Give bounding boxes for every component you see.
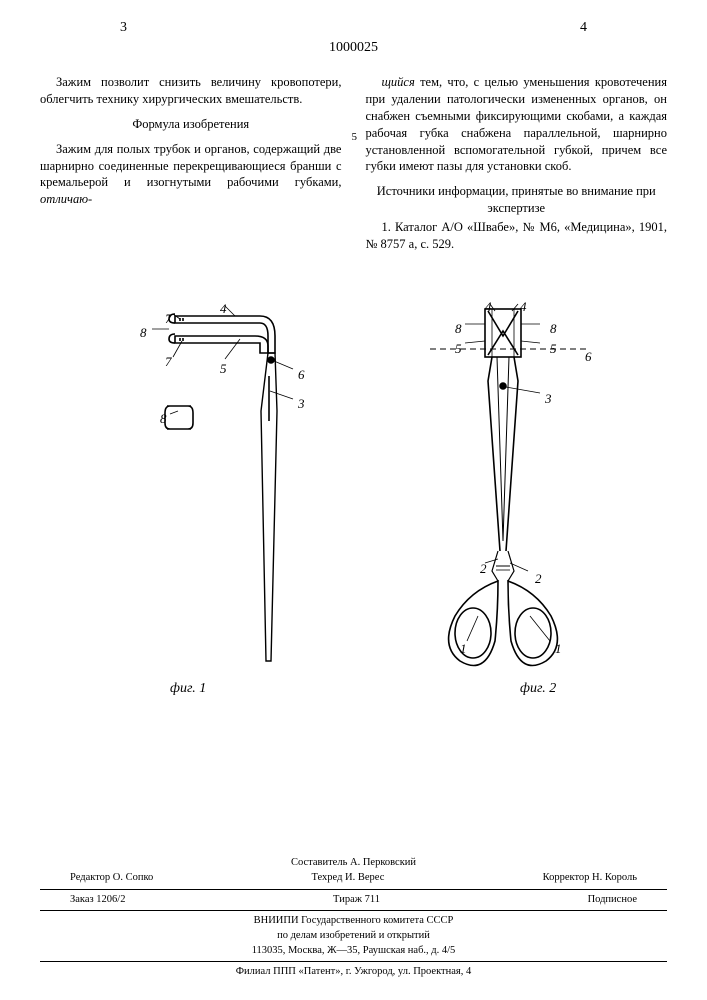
right-para1: щийся тем, что, с целью уменьшения крово… [366,74,668,175]
callout-number: 1 [555,641,562,657]
order: Заказ 1206/2 [70,893,125,908]
subscription: Подписное [588,893,637,908]
doc-number: 1000025 [40,40,667,56]
callout-number: 4 [520,299,527,315]
addr2: Филиал ППП «Патент», г. Ужгород, ул. Про… [40,965,667,980]
callout-number: 8 [455,321,462,337]
callout-number: 7 [165,311,172,327]
editor-name: О. Сопко [113,872,154,883]
callout-number: 3 [545,391,552,407]
order-line: Заказ 1206/2 Тираж 711 Подписное [40,893,667,908]
corrector-name: Н. Король [592,872,637,883]
callout-number: 4 [485,299,492,315]
callout-number: 5 [550,341,557,357]
org1: ВНИИПИ Государственного комитета СССР [40,914,667,929]
claim-text-italic: отличаю- [40,192,92,206]
claim-cont-text: тем, что, с целью уменьшения кровотечени… [366,75,668,173]
right-column: 5 щийся тем, что, с целью уменьшения кро… [366,74,668,261]
footer-hr1 [40,889,667,890]
tirazh-label: Тираж [333,894,362,905]
callout-number: 8 [160,411,167,427]
compiler-line: Составитель А. Перковский [40,856,667,871]
page-right: 4 [580,20,587,36]
corrector: Корректор Н. Король [543,871,637,886]
claims-heading: Формула изобретения [40,116,342,133]
figure-area: фиг. 1 [40,281,667,761]
page-left: 3 [120,20,127,36]
callout-number: 1 [460,641,467,657]
left-para1: Зажим позволит снизить величину кровопот… [40,74,342,108]
left-column: Зажим позволит снизить величину кровопот… [40,74,342,261]
techred-name: И. Верес [345,872,384,883]
editor-label: Редактор [70,872,110,883]
fig2-label: фиг. 2 [520,681,556,697]
claim-text-start: Зажим для полых трубок и органов, содерж… [40,142,342,190]
callout-number: 6 [298,367,305,383]
sources-heading: Источники информации, принятые во вниман… [366,183,668,217]
fig1-label: фиг. 1 [170,681,206,697]
text-columns: Зажим позволит снизить величину кровопот… [40,74,667,261]
callout-number: 8 [140,325,147,341]
callout-number: 5 [220,361,227,377]
addr1: 113035, Москва, Ж—35, Раушская наб., д. … [40,944,667,959]
callout-number: 7 [165,354,172,370]
order-num: 1206/2 [96,894,125,905]
callout-number: 2 [535,571,542,587]
org2: по делам изобретений и открытий [40,929,667,944]
footer-hr2 [40,910,667,911]
footer-hr3 [40,961,667,962]
tirazh: Тираж 711 [333,893,380,908]
callout-number: 5 [455,341,462,357]
callout-number: 2 [480,561,487,577]
claim-cont-italic: щийся [382,75,415,89]
callout-number: 6 [585,349,592,365]
callout-number: 8 [550,321,557,337]
figure-1 [70,281,330,721]
source1: 1. Каталог А/О «Швабе», № М6, «Медицина»… [366,219,668,253]
editor: Редактор О. Сопко [70,871,153,886]
footer: Составитель А. Перковский Редактор О. Со… [40,856,667,980]
techred-label: Техред [312,872,343,883]
page-numbers: 3 4 [40,20,667,36]
tirazh-num: 711 [365,894,380,905]
callout-number: 4 [220,301,227,317]
credits-line: Редактор О. Сопко Техред И. Верес Коррек… [40,871,667,886]
compiler-name: А. Перковский [350,857,416,868]
left-para2: Зажим для полых трубок и органов, содерж… [40,141,342,209]
figure-2 [360,281,640,721]
callout-number: 3 [298,396,305,412]
corrector-label: Корректор [543,872,590,883]
compiler-label: Составитель [291,857,347,868]
line-number: 5 [352,130,358,145]
order-label: Заказ [70,894,94,905]
techred: Техред И. Верес [312,871,385,886]
